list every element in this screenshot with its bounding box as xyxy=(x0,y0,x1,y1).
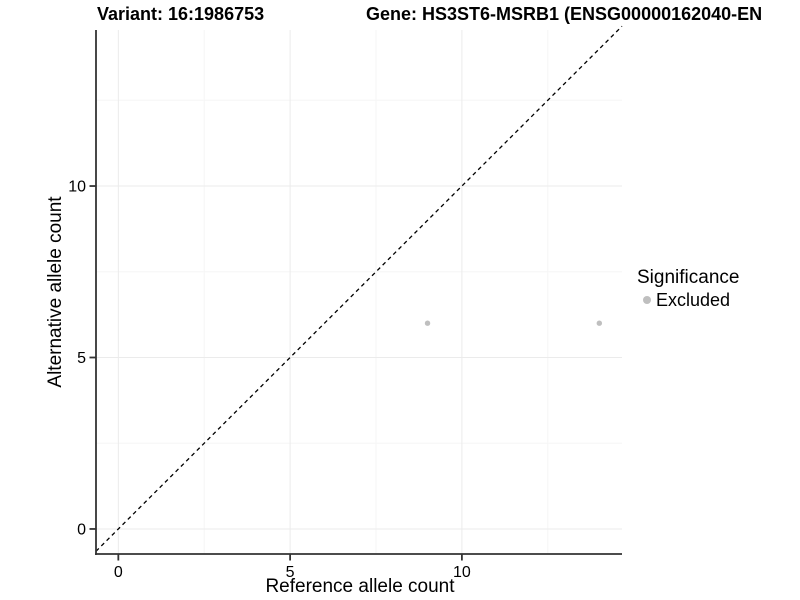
identity-reference-line xyxy=(95,25,623,552)
legend-item-excluded: Excluded xyxy=(637,290,739,310)
x-tick-label: 5 xyxy=(286,564,295,581)
legend: Significance Excluded xyxy=(637,266,739,310)
x-tick-label: 10 xyxy=(453,564,471,581)
gene-title: Gene: HS3ST6-MSRB1 (ENSG00000162040-EN xyxy=(366,4,763,24)
y-tick-label: 0 xyxy=(77,521,86,538)
data-point xyxy=(424,320,431,326)
legend-title: Significance xyxy=(637,267,740,288)
x-axis-title: Reference allele count xyxy=(265,576,455,597)
y-axis-title: Alternative allele count xyxy=(45,196,66,388)
x-tick-label: 0 xyxy=(114,564,123,581)
legend-item-label: Excluded xyxy=(656,290,731,310)
variant-title: Variant: 16:1986753 xyxy=(97,4,265,24)
legend-point-icon xyxy=(643,296,651,304)
y-tick-label: 5 xyxy=(77,350,86,367)
y-tick-label: 10 xyxy=(68,179,86,196)
data-point xyxy=(596,320,603,326)
